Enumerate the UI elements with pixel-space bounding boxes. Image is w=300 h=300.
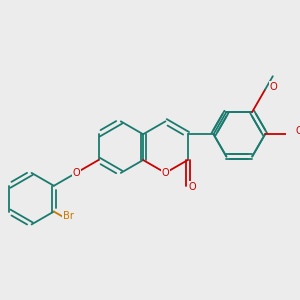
Text: O: O: [188, 182, 196, 192]
Text: O: O: [296, 126, 300, 136]
Text: O: O: [72, 168, 80, 178]
Text: Br: Br: [63, 211, 74, 221]
Text: O: O: [270, 82, 278, 92]
Text: O: O: [162, 168, 169, 178]
